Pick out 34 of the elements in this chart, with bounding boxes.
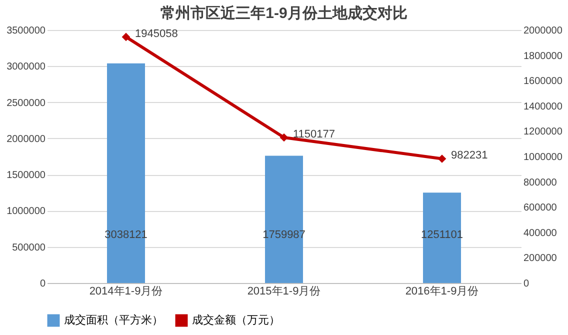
legend-label: 成交面积（平方米） [64, 314, 163, 327]
y-tick-label: 500000 [12, 242, 46, 254]
y2-tick-label: 1800000 [524, 50, 563, 62]
y-tick-label: 1500000 [6, 170, 46, 182]
y2-tick-label: 0 [524, 278, 530, 290]
legend-label: 成交金额（万元） [192, 314, 280, 327]
y2-tick-label: 600000 [524, 202, 558, 214]
y-tick-label: 0 [40, 278, 46, 290]
y2-tick-label: 2000000 [524, 26, 563, 36]
y2-tick-label: 400000 [524, 228, 558, 239]
y2-tick-label: 1000000 [524, 152, 563, 163]
bar [423, 192, 461, 283]
y-tick-label: 3500000 [6, 26, 46, 36]
data-label: 982231 [451, 150, 488, 162]
y-tick-label: 1000000 [6, 206, 46, 218]
y-tick-label: 2000000 [6, 134, 46, 145]
y-tick-label: 2500000 [6, 98, 46, 109]
y2-tick-label: 200000 [524, 253, 558, 264]
data-label: 1150177 [293, 128, 336, 141]
y2-tick-label: 1200000 [524, 126, 563, 138]
y2-tick-label: 1400000 [524, 101, 563, 112]
point [438, 154, 446, 163]
data-label: 1945058 [135, 28, 178, 40]
y-tick-label: 3000000 [6, 62, 46, 73]
bar [107, 63, 145, 283]
x-tick-label: 2015年1-9月份 [247, 286, 321, 298]
point [122, 32, 130, 42]
y2-tick-label: 800000 [524, 177, 558, 188]
y2-tick-label: 1600000 [524, 76, 563, 88]
x-tick-label: 2014年1-9月份 [89, 286, 163, 298]
bar [265, 156, 303, 283]
point [280, 133, 288, 142]
x-tick-label: 2016年1-9月份 [405, 286, 479, 298]
chart-title: 常州市区近三年1-9月份土地成交对比 [160, 4, 408, 22]
